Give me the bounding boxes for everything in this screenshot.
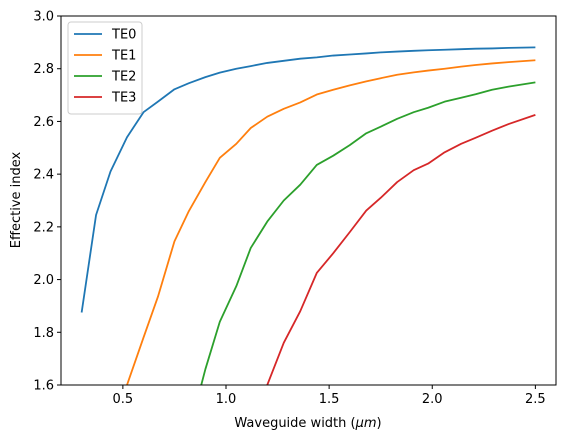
y-tick-label: 2.8: [33, 62, 54, 77]
legend-label-te0: TE0: [111, 28, 136, 43]
y-tick-label: 2.2: [33, 220, 54, 235]
x-axis-label: Waveguide width (μm): [234, 416, 381, 431]
plot-frame: [60, 15, 557, 386]
y-axis-label: Effective index: [9, 151, 24, 248]
x-tick-label: 2.0: [422, 392, 443, 407]
y-tick-label: 1.8: [33, 326, 54, 341]
legend-label-te1: TE1: [111, 49, 136, 64]
series-layer: [80, 46, 536, 385]
series-line-te2: [200, 81, 536, 385]
x-tick-label: 2.5: [525, 392, 546, 407]
legend-label-te2: TE2: [111, 70, 136, 85]
y-axis-ticks: 1.6 1.8 2.0 2.2 2.4 2.6 2.8 3.0: [33, 10, 61, 394]
x-tick-label: 0.5: [113, 392, 134, 407]
series-line-te0: [80, 46, 536, 313]
y-tick-label: 2.0: [33, 273, 54, 288]
legend: TE0 TE1 TE2 TE3: [67, 21, 143, 115]
y-tick-label: 2.4: [33, 168, 54, 183]
legend-label-te3: TE3: [111, 91, 136, 106]
y-tick-label: 1.6: [33, 379, 54, 394]
legend-box: [67, 21, 143, 115]
y-tick-label: 3.0: [33, 10, 54, 25]
x-tick-label: 1.5: [319, 392, 340, 407]
series-line-te3: [266, 113, 536, 385]
x-axis-ticks: 0.5 1.0 1.5 2.0 2.5: [113, 385, 546, 407]
y-tick-label: 2.6: [33, 115, 54, 130]
series-line-te1: [126, 59, 536, 385]
x-tick-label: 1.0: [216, 392, 237, 407]
